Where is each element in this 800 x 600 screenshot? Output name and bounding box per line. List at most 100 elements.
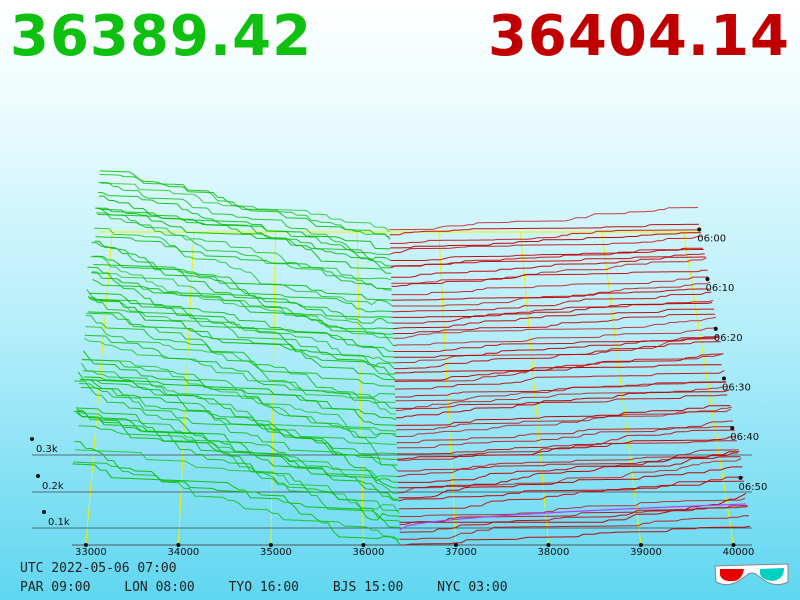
time-tick-label: 06:10 (705, 283, 734, 294)
tz-nyc: NYC 03:00 (437, 580, 508, 595)
bid-depth-line (81, 359, 397, 439)
ask-depth-line (397, 429, 735, 455)
price-gridline (519, 231, 549, 546)
ask-depth-line (390, 236, 702, 255)
x-tick-label: 36000 (353, 547, 385, 558)
bid-depth-line (90, 256, 394, 346)
bid-depth-line (86, 312, 395, 387)
3d-glasses-icon[interactable] (712, 560, 792, 590)
axis-labels: 33000 34000 35000 36000 37000 38000 39000 40000… (30, 227, 767, 558)
x-tick-label: 37000 (445, 547, 477, 558)
ask-depth-line (392, 299, 714, 324)
bid-depth-line (93, 264, 393, 313)
bid-depth-line (73, 461, 400, 540)
bid-depth-line (92, 255, 393, 318)
x-tick-marker (731, 543, 736, 547)
time-tick-label: 06:20 (714, 333, 743, 344)
x-tick-marker (361, 543, 366, 547)
ask-depth-line (391, 269, 708, 287)
bid-depth-line (87, 296, 395, 375)
bid-depth-line (85, 315, 396, 398)
ask-depth-line (391, 257, 707, 284)
ask-depth-line (392, 308, 715, 330)
ask-depth-line (399, 506, 748, 525)
ask-depth-line (389, 229, 700, 244)
x-tick-marker (268, 543, 273, 547)
ask-depth-line (397, 436, 736, 460)
bid-depth-line (74, 380, 400, 522)
ask-depth-line (398, 451, 740, 483)
ask-depth-line (398, 476, 744, 502)
bid-depth-line (84, 334, 396, 409)
bid-depth-line (94, 240, 392, 301)
ask-depth-line (394, 370, 725, 390)
price-gridline (270, 231, 277, 546)
price-gridline (177, 231, 195, 546)
ask-depth-line (395, 389, 730, 419)
time-tick-label: 06:00 (697, 233, 726, 244)
bid-depth-line (84, 337, 396, 415)
tz-par: PAR 09:00 (20, 580, 91, 595)
ask-depth-line (395, 394, 728, 409)
bid-depth-line (77, 410, 399, 489)
ask-depth-line (394, 353, 724, 382)
bid-depth-line (75, 407, 400, 512)
timezone-list: PAR 09:00 LON 08:00 TYO 16:00 BJS 15:00 … (20, 580, 534, 595)
bid-depth-line (95, 236, 392, 290)
tz-tyo: TYO 16:00 (228, 580, 300, 595)
bid-depth-line (82, 350, 397, 426)
time-tick-label: 06:30 (722, 383, 751, 394)
x-tick-label: 38000 (538, 547, 570, 558)
x-tick-label: 40000 (723, 547, 755, 558)
bid-depth-line (96, 207, 391, 269)
bid-depth-line (79, 378, 398, 466)
bid-depth-line (76, 409, 399, 500)
ask-depth-line (393, 316, 717, 339)
ask-depth-line (394, 364, 722, 374)
time-tick-marker (697, 227, 702, 232)
x-tick-label: 33000 (75, 547, 107, 558)
ask-depth-line (396, 406, 733, 437)
bid-depth-line (88, 311, 395, 369)
bid-depth-line (72, 463, 401, 546)
ask-depth-line (396, 426, 734, 449)
time-tick-marker (705, 277, 710, 282)
utc-time: UTC 2022-05-06 07:00 (20, 561, 177, 576)
ask-price: 36404.14 (487, 4, 790, 69)
ask-depth-line (392, 313, 715, 335)
x-tick-marker (176, 543, 181, 547)
bid-depth-line (97, 192, 391, 262)
tz-bjs: BJS 15:00 (332, 580, 404, 595)
ask-depth-line (391, 256, 706, 278)
bid-depth-line (79, 383, 398, 472)
ask-depth-line (389, 207, 699, 231)
depth-series (72, 170, 750, 546)
price-gridline (601, 231, 642, 546)
ask-depth-line (395, 381, 726, 398)
ask-depth-line (395, 381, 727, 402)
ask-depth-line (397, 449, 739, 478)
price-gridline (438, 231, 457, 546)
z-tick-label: 0.1k (48, 517, 70, 528)
bid-depth-line (98, 195, 391, 250)
time-tick-label: 06:50 (739, 482, 768, 493)
ask-depth-line (392, 291, 712, 313)
ask-depth-line (394, 341, 721, 370)
price-gridline (356, 231, 364, 546)
ask-depth-line (397, 452, 738, 472)
ask-depth-line (400, 525, 750, 546)
ask-depth-line (393, 336, 719, 358)
ask-depth-line (391, 288, 710, 301)
ask-depth-line (399, 505, 748, 533)
bid-depth-line (73, 410, 400, 528)
bid-depth-line (93, 227, 393, 307)
z-tick-marker (36, 474, 40, 478)
ask-depth-line (390, 247, 703, 261)
bid-depth-line (98, 181, 391, 256)
bid-depth-line (82, 359, 397, 436)
ask-depth-line (398, 458, 742, 494)
bid-depth-line (91, 242, 394, 335)
ask-depth-line (394, 353, 723, 381)
ask-depth-line (389, 223, 700, 236)
